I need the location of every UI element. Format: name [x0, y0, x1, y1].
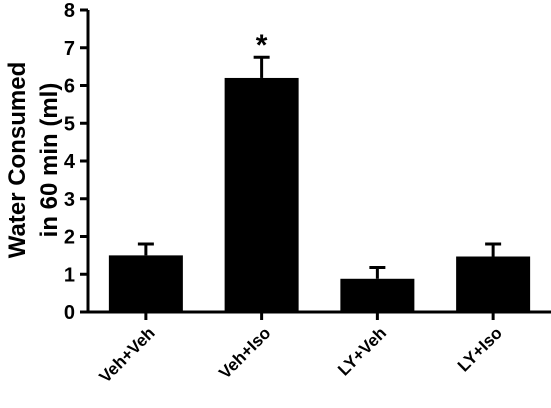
- y-tick-label: 3: [64, 189, 75, 211]
- y-tick-label: 7: [64, 38, 75, 60]
- significance-marker: *: [256, 29, 268, 62]
- y-tick-label: 2: [64, 227, 75, 249]
- x-tick-label: Veh+Veh: [95, 323, 158, 386]
- y-tick-label: 8: [64, 0, 75, 22]
- y-tick-label: 4: [64, 151, 76, 173]
- bar: [108, 255, 183, 312]
- bar: [340, 278, 415, 312]
- y-tick-label: 0: [64, 302, 75, 324]
- y-axis: 0 1 2 3 4 5 6 7 8: [64, 0, 90, 324]
- y-axis-title-line-1: Water Consumed: [4, 62, 31, 258]
- error-bars: [137, 55, 502, 279]
- annotations: *: [256, 29, 268, 62]
- y-tick-label: 1: [64, 264, 75, 286]
- bar: [224, 77, 299, 312]
- x-tick-label: LY+Iso: [454, 323, 506, 375]
- x-axis: [86, 310, 551, 320]
- x-tick-label: Veh+Iso: [215, 323, 274, 382]
- y-tick-label: 6: [64, 76, 75, 98]
- x-tick-labels: Veh+Veh Veh+Iso LY+Veh LY+Iso: [95, 323, 505, 386]
- y-tick-label: 5: [64, 113, 75, 135]
- x-tick-label: LY+Veh: [334, 323, 390, 379]
- y-axis-title: Water Consumed in 60 min (ml): [4, 62, 63, 258]
- y-axis-title-line-2: in 60 min (ml): [36, 83, 63, 238]
- bar: [456, 256, 531, 312]
- bars: [108, 77, 531, 312]
